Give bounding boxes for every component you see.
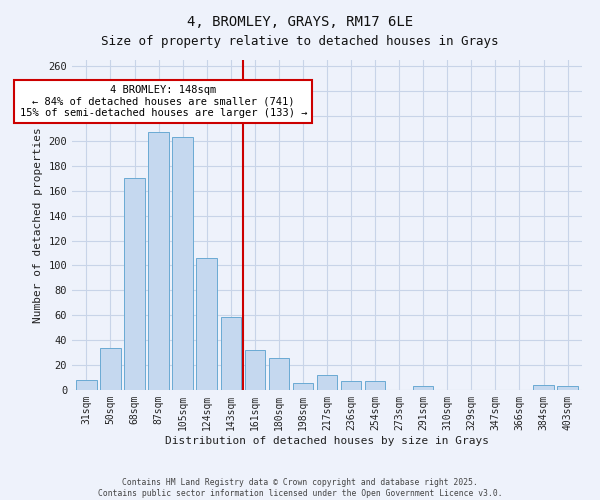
Bar — [196, 258, 217, 390]
Bar — [293, 382, 313, 390]
Text: Size of property relative to detached houses in Grays: Size of property relative to detached ho… — [101, 35, 499, 48]
Bar — [557, 386, 578, 390]
Bar — [317, 375, 337, 390]
Bar — [172, 137, 193, 390]
Bar — [245, 350, 265, 390]
Bar — [365, 382, 385, 390]
Text: 4 BROMLEY: 148sqm
← 84% of detached houses are smaller (741)
15% of semi-detache: 4 BROMLEY: 148sqm ← 84% of detached hous… — [20, 85, 307, 118]
Bar — [100, 348, 121, 390]
Bar — [269, 358, 289, 390]
Text: Contains HM Land Registry data © Crown copyright and database right 2025.
Contai: Contains HM Land Registry data © Crown c… — [98, 478, 502, 498]
Bar — [221, 316, 241, 390]
X-axis label: Distribution of detached houses by size in Grays: Distribution of detached houses by size … — [165, 436, 489, 446]
Bar — [124, 178, 145, 390]
Bar — [148, 132, 169, 390]
Text: 4, BROMLEY, GRAYS, RM17 6LE: 4, BROMLEY, GRAYS, RM17 6LE — [187, 15, 413, 29]
Y-axis label: Number of detached properties: Number of detached properties — [33, 127, 43, 323]
Bar — [533, 385, 554, 390]
Bar — [76, 380, 97, 390]
Bar — [413, 386, 433, 390]
Bar — [341, 382, 361, 390]
